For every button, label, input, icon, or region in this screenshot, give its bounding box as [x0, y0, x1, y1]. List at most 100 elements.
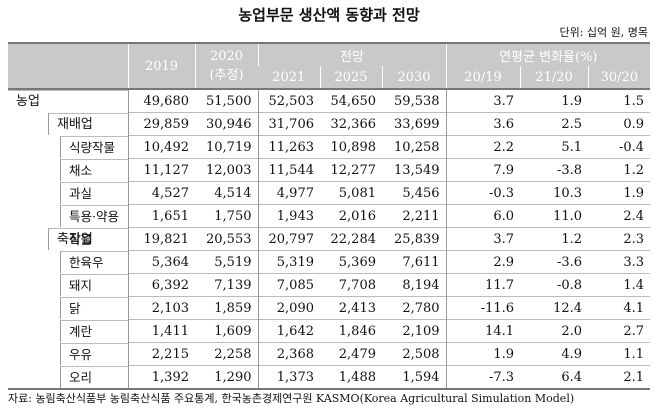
col-header: 20/19 [445, 66, 521, 89]
row-label: 축잠업 [57, 232, 93, 247]
row-label-box: 특용·약용작물 [60, 205, 128, 247]
row-label-box: 재배업 [48, 113, 128, 135]
value-cell: 52,503 [257, 88, 320, 113]
value-cell: 5,319 [257, 250, 320, 274]
table-row: 돼지 6,392 7,139 7,085 7,708 8,194 11.7 -0.8 1.4 [8, 273, 651, 297]
row-label: 특용·약용작물 [69, 209, 119, 247]
row-label: 과실 [69, 186, 93, 201]
value-cell: 1,651 [127, 204, 195, 228]
value-cell: -0.8 [520, 273, 589, 297]
value-cell: 2,780 [382, 296, 447, 320]
row-label: 계란 [69, 324, 93, 339]
source-note: 자료: 농림축산식품부 농림축산식품 주요통계, 한국농촌경제연구원 KASMO… [8, 392, 575, 405]
value-cell: 1,846 [320, 319, 382, 343]
value-cell: 12,003 [195, 158, 258, 182]
table-row: 닭 2,103 1,859 2,090 2,413 2,780 -11.6 12.4 4.1 [8, 296, 651, 320]
table-header: 2019 2020 (추정) 전망 연평균 변화율(%) 2021 2025 20… [8, 43, 651, 89]
value-cell: 1,488 [320, 365, 382, 389]
col-header: 2020 (추정) [194, 43, 258, 89]
value-cell: 1.5 [588, 88, 651, 113]
value-cell: 2,090 [257, 296, 320, 320]
value-cell: 1.9 [445, 342, 521, 366]
value-cell: 1,859 [195, 296, 258, 320]
row-label-cell: 돼지 [8, 274, 128, 297]
value-cell: 12.4 [520, 296, 589, 320]
value-cell: 10,492 [127, 135, 195, 159]
table-row: 특용·약용작물 1,651 1,750 1,943 2,016 2,211 6.0 11.0 2… [8, 204, 651, 247]
row-label-box: 과실 [60, 182, 128, 204]
value-cell: 1,609 [195, 319, 258, 343]
table-row: 농업 49,680 51,500 52,503 54,650 59,538 3.7 1.9 1.… [8, 88, 651, 113]
row-label: 채소 [69, 163, 93, 178]
value-cell: 54,650 [320, 88, 382, 113]
value-cell: 51,500 [195, 88, 258, 113]
value-cell: 29,859 [127, 112, 195, 136]
value-cell: 20,797 [257, 227, 320, 251]
table-row: 오리 1,392 1,290 1,373 1,488 1,594 -7.3 6.4 2.1 [8, 365, 651, 390]
value-cell: 5.1 [520, 135, 589, 159]
value-cell: 5,364 [127, 250, 195, 274]
value-cell: 2,258 [195, 342, 258, 366]
col-header-text: 2020 [209, 49, 244, 64]
col-header: 2019 [127, 43, 195, 89]
value-cell: 2.5 [520, 112, 589, 136]
title: 농업부문 생산액 동향과 전망 [238, 6, 420, 24]
row-label-box: 한육우 [60, 251, 128, 273]
value-cell: 25,839 [382, 227, 447, 251]
value-cell: 1.2 [588, 158, 651, 182]
value-cell: 2.3 [588, 227, 651, 251]
row-label: 닭 [69, 301, 81, 316]
value-cell: 0.9 [588, 112, 651, 136]
value-cell: 1.9 [520, 88, 589, 113]
value-cell: 4,514 [195, 181, 258, 205]
value-cell: 1.4 [588, 273, 651, 297]
row-label: 우유 [69, 347, 93, 362]
row-label-cell: 오리 [8, 365, 128, 390]
value-cell: 1.1 [588, 342, 651, 366]
value-cell: 1,411 [127, 319, 195, 343]
value-cell: 2,413 [320, 296, 382, 320]
row-label-box: 오리 [60, 365, 128, 388]
row-label-cell: 한육우 [8, 251, 128, 274]
value-cell: 6.4 [520, 365, 589, 389]
value-cell: 20,553 [195, 227, 258, 251]
value-cell: 2.9 [445, 250, 521, 274]
value-cell: 2.2 [445, 135, 521, 159]
value-cell: 8,194 [382, 273, 447, 297]
value-cell: 1,392 [127, 365, 195, 389]
col-header: 2030 [381, 66, 447, 89]
value-cell: 2.4 [588, 204, 651, 228]
value-cell: 2,508 [382, 342, 447, 366]
value-cell: 2.7 [588, 319, 651, 343]
row-label: 오리 [69, 369, 93, 385]
value-cell: 2,109 [382, 319, 447, 343]
value-cell: 30,946 [195, 112, 258, 136]
value-cell: 10,258 [382, 135, 447, 159]
value-cell: 7,708 [320, 273, 382, 297]
value-cell: 3.7 [445, 227, 521, 251]
value-cell: 1,373 [257, 365, 320, 389]
value-cell: 1,642 [257, 319, 320, 343]
table-row: 재배업 29,859 30,946 31,706 32,366 33,699 3.6 2.5 0… [8, 112, 651, 136]
value-cell: -3.8 [520, 158, 589, 182]
value-cell: 6.0 [445, 204, 521, 228]
value-cell: 1,943 [257, 204, 320, 228]
table-row: 채소 11,127 12,003 11,544 12,277 13,549 7.9 -3.8 1… [8, 158, 651, 182]
row-label-cell: 우유 [8, 343, 128, 366]
table-row: 우유 2,215 2,258 2,368 2,479 2,508 1.9 4.9 1.1 [8, 342, 651, 366]
row-label-box: 닭 [60, 297, 128, 319]
row-label-cell: 채소 [8, 159, 128, 182]
row-label-cell: 재배업 [8, 113, 128, 136]
row-label-cell: 계란 [8, 320, 128, 343]
row-label: 식량작물 [69, 140, 116, 155]
value-cell: 6,392 [127, 273, 195, 297]
value-cell: 11.7 [445, 273, 521, 297]
value-cell: 2,215 [127, 342, 195, 366]
row-label-cell: 농업 [8, 89, 128, 113]
value-cell: 4.1 [588, 296, 651, 320]
value-cell: 1,594 [382, 365, 447, 389]
value-cell: 12,277 [320, 158, 382, 182]
value-cell: 7,611 [382, 250, 447, 274]
row-label-box: 식량작물 [60, 136, 128, 158]
